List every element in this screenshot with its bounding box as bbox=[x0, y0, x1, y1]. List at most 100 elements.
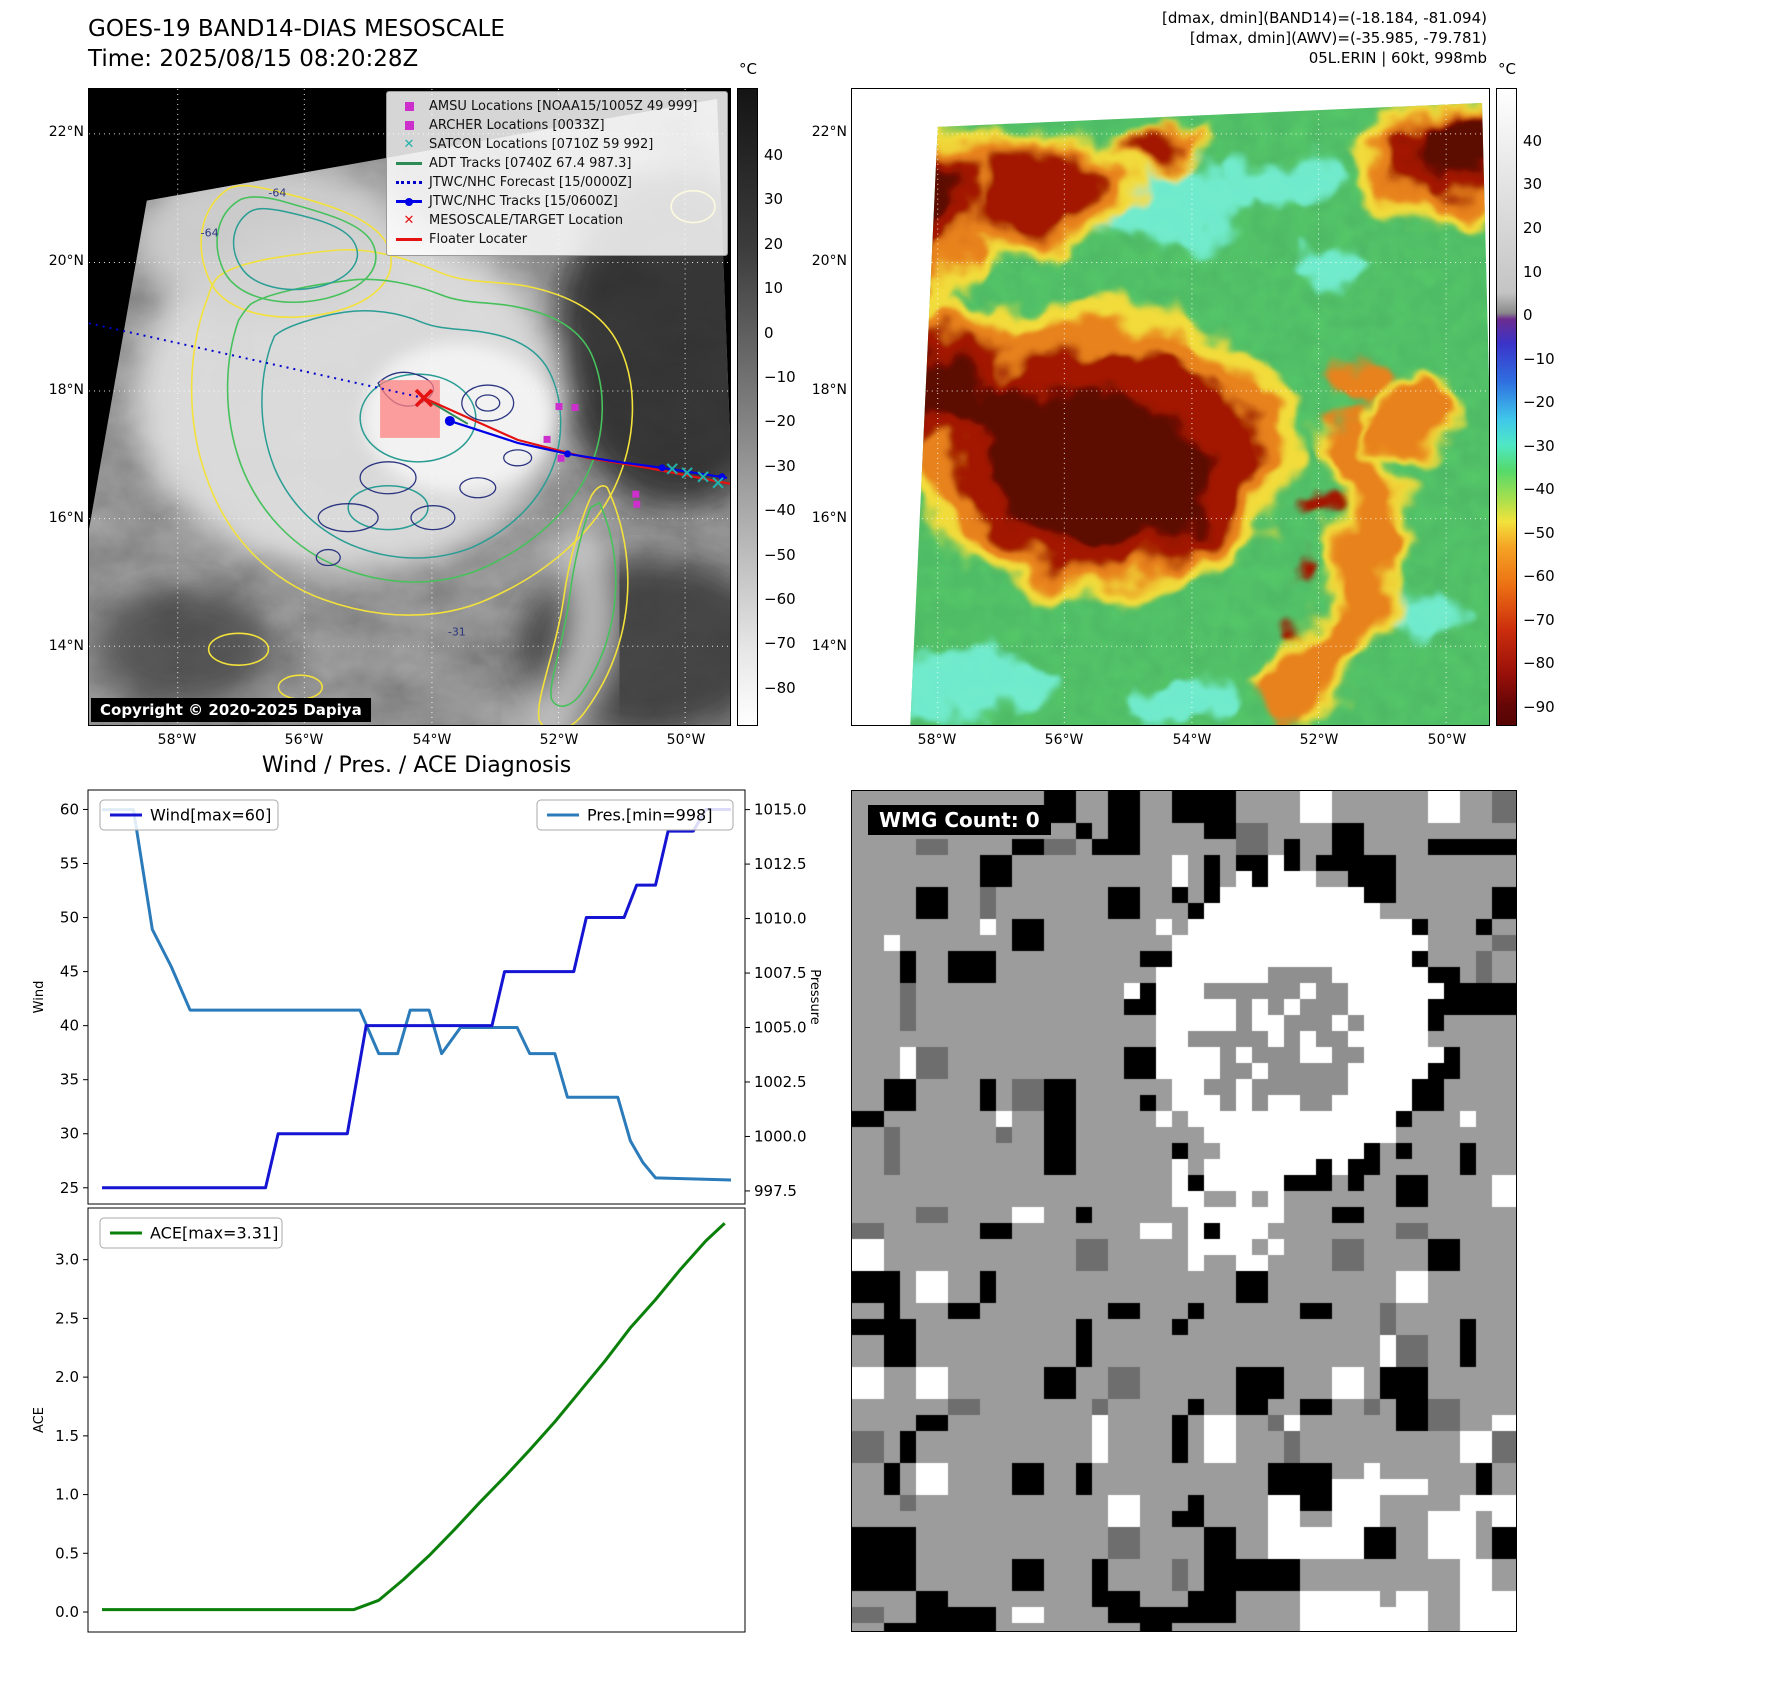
colorbar-tick-label: 30 bbox=[764, 190, 784, 209]
ace-tick-label: 3.0 bbox=[55, 1251, 79, 1269]
track-overlays bbox=[89, 322, 730, 508]
wind-tick-label: 25 bbox=[60, 1179, 79, 1197]
ace-tick-label: 0.0 bbox=[55, 1603, 79, 1621]
lat-tick-label: 22°N bbox=[48, 124, 84, 140]
timestamp: Time: 2025/08/15 08:20:28Z bbox=[88, 46, 419, 72]
lon-tick-label: 56°W bbox=[284, 732, 324, 748]
awv-map-panel bbox=[851, 88, 1490, 726]
lat-tick-label: 14°N bbox=[811, 638, 847, 654]
colorbar-tick-label: −10 bbox=[764, 367, 796, 386]
lat-tick-label: 16°N bbox=[48, 510, 84, 526]
satellite-swath bbox=[909, 102, 1489, 725]
chart-legend-label: Wind[max=60] bbox=[150, 806, 271, 825]
wind-series-line bbox=[102, 807, 731, 1190]
lon-tick-label: 54°W bbox=[1172, 732, 1212, 748]
wind-tick-label: 40 bbox=[60, 1017, 79, 1035]
wind-tick-label: 30 bbox=[60, 1125, 79, 1143]
chart-legend-box bbox=[99, 1217, 283, 1249]
square-marker-icon bbox=[395, 102, 423, 111]
legend-item: ✕ MESOSCALE/TARGET Location bbox=[395, 211, 719, 230]
colorbar-tick-label: −70 bbox=[764, 634, 796, 653]
colorbar-tick-label: −50 bbox=[764, 545, 796, 564]
legend-item-label: Floater Locater bbox=[429, 232, 528, 247]
legend-item: ADT Tracks [0740Z 67.4 987.3] bbox=[395, 154, 719, 173]
band14-colorbar bbox=[737, 88, 758, 726]
wind-tick-label: 50 bbox=[60, 909, 79, 927]
legend-item-label: JTWC/NHC Forecast [15/0000Z] bbox=[429, 175, 632, 190]
ace-series-line bbox=[102, 1222, 726, 1612]
ace-tick-label: 2.0 bbox=[55, 1368, 79, 1386]
chart-legend-label: ACE[max=3.31] bbox=[150, 1224, 278, 1243]
lat-tick-label: 14°N bbox=[48, 638, 84, 654]
lon-tick-label: 56°W bbox=[1044, 732, 1084, 748]
contour-value-label: -31 bbox=[448, 625, 466, 638]
meta-band14-range: [dmax, dmin](BAND14)=(-18.184, -81.094) bbox=[1162, 9, 1487, 27]
square-marker-icon bbox=[395, 121, 423, 130]
band14-colorbar-unit: °C bbox=[739, 60, 757, 78]
x-marker-icon: ✕ bbox=[403, 213, 415, 228]
colorbar-tick-label: −20 bbox=[764, 412, 796, 431]
colorbar-tick-label: 20 bbox=[764, 234, 784, 253]
lon-tick-label: 52°W bbox=[539, 732, 579, 748]
colorbar-tick-label: −40 bbox=[1523, 480, 1555, 499]
colorbar-tick-label: 10 bbox=[764, 279, 784, 298]
mesoscale-target-box bbox=[380, 380, 440, 438]
band14-map-panel: -64 -64 -31 bbox=[88, 88, 731, 726]
colorbar-tick-label: −20 bbox=[1523, 393, 1555, 412]
lon-tick-label: 50°W bbox=[666, 732, 706, 748]
pressure-tick-label: 1015.0 bbox=[754, 801, 807, 819]
plot-frame bbox=[87, 1207, 746, 1633]
colorbar-tick-label: −80 bbox=[1523, 654, 1555, 673]
wmg-count-label: WMG Count: 0 bbox=[868, 805, 1051, 835]
linedot-marker-icon bbox=[395, 197, 423, 206]
wind-tick-label: 60 bbox=[60, 800, 79, 818]
copyright-label: Copyright © 2020-2025 Dapiya bbox=[91, 698, 371, 722]
colorbar-tick-label: 40 bbox=[764, 145, 784, 164]
jtwc-track-points bbox=[444, 415, 726, 481]
colorbar-tick-label: −80 bbox=[764, 678, 796, 697]
contours-green bbox=[216, 196, 617, 707]
line-marker-icon bbox=[395, 162, 423, 165]
meta-block: [dmax, dmin](BAND14)=(-18.184, -81.094) … bbox=[1162, 8, 1487, 68]
colorbar-tick-label: 40 bbox=[1523, 131, 1543, 150]
contour-labels: -64 -64 -31 bbox=[201, 187, 466, 639]
wmg-panel: WMG Count: 0 bbox=[851, 790, 1517, 1632]
wind-pressure-chart: 25 30 35 40 45 50 55 60 997.5 1000.0 1002.5 1005.0 1… bbox=[32, 789, 822, 1205]
contour-value-label: -64 bbox=[201, 227, 219, 240]
lon-tick-label: 58°W bbox=[917, 732, 957, 748]
lon-tick-label: 52°W bbox=[1299, 732, 1339, 748]
pressure-tick-label: 1000.0 bbox=[754, 1127, 807, 1145]
wind-tick-label: 55 bbox=[60, 855, 79, 873]
legend-item: JTWC/NHC Tracks [15/0600Z] bbox=[395, 192, 719, 211]
colorbar-tick-label: 30 bbox=[1523, 175, 1543, 194]
colorbar-tick-label: −40 bbox=[764, 501, 796, 520]
legend-item: Floater Locater bbox=[395, 230, 719, 249]
ace-tick-label: 1.0 bbox=[55, 1486, 79, 1504]
wmg-pixel-grid bbox=[852, 791, 1516, 1631]
plot-frame bbox=[87, 789, 746, 1205]
storm-id-intensity: 05L.ERIN | 60kt, 998mb bbox=[1308, 49, 1487, 67]
pressure-tick-label: 1012.5 bbox=[754, 855, 807, 873]
colorbar-tick-label: −50 bbox=[1523, 523, 1555, 542]
wind-tick-label: 45 bbox=[60, 963, 79, 981]
lon-tick-label: 50°W bbox=[1427, 732, 1467, 748]
colorbar-tick-label: −60 bbox=[1523, 567, 1555, 586]
jtwc-forecast-track bbox=[89, 322, 425, 400]
chart-legend-box bbox=[536, 799, 734, 831]
chart-legend-box bbox=[99, 799, 279, 831]
colorbar-tick-label: 0 bbox=[764, 323, 774, 342]
chart-legend-label: Pres.[min=998] bbox=[587, 806, 712, 825]
legend-item-label: JTWC/NHC Tracks [15/0600Z] bbox=[429, 194, 618, 209]
colorbar-tick-label: −90 bbox=[1523, 697, 1555, 716]
ace-tick-label: 1.5 bbox=[55, 1427, 79, 1445]
lat-tick-label: 16°N bbox=[811, 510, 847, 526]
lat-tick-label: 20°N bbox=[811, 253, 847, 269]
contour-value-label: -64 bbox=[268, 187, 286, 200]
colorbar-tick-label: 0 bbox=[1523, 306, 1533, 325]
ace-tick-label: 0.5 bbox=[55, 1544, 79, 1562]
legend-item-label: MESOSCALE/TARGET Location bbox=[429, 213, 624, 228]
awv-satellite-image bbox=[852, 89, 1489, 725]
legend-item: AMSU Locations [NOAA15/1005Z 49 999] bbox=[395, 97, 719, 116]
pressure-tick-label: 1007.5 bbox=[754, 964, 807, 982]
